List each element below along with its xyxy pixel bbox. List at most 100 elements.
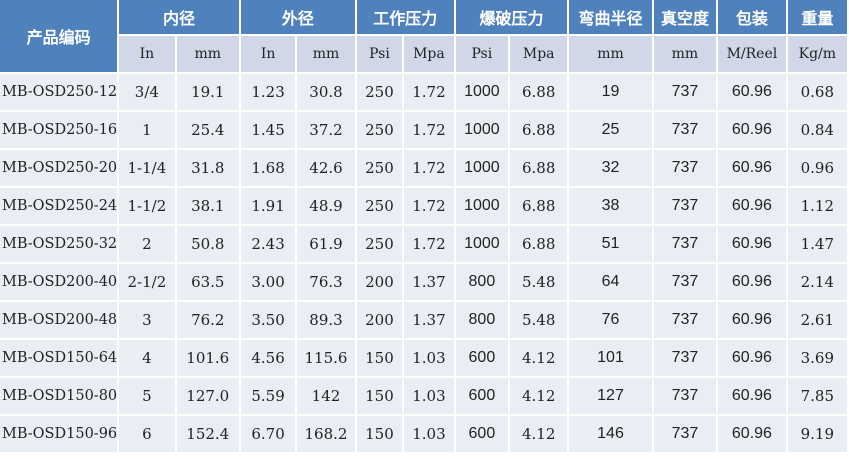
- unit-header: M/Reel: [718, 36, 786, 72]
- table-row: MB-OSD200-48 3 76.2 3.50 89.3 200 1.37 800 5.48 7…: [0, 302, 847, 338]
- product-code-cell: MB-OSD200-40: [0, 264, 118, 300]
- table-cell: 168.2: [297, 416, 355, 452]
- table-cell: 6.88: [510, 150, 568, 186]
- table-row: MB-OSD150-64 4 101.6 4.56 115.6 150 1.03 600 4.1…: [0, 340, 847, 376]
- table-cell: 600: [455, 416, 509, 452]
- table-cell: 4.56: [240, 340, 296, 376]
- table-row: MB-OSD150-80 5 127.0 5.59 142 150 1.03 600 4.12 1…: [0, 378, 847, 414]
- table-cell: 3.69: [787, 340, 847, 376]
- table-cell: 61.9: [297, 226, 355, 262]
- table-cell: 152.4: [176, 416, 239, 452]
- table-cell: 127: [569, 378, 652, 414]
- table-cell: 737: [653, 188, 717, 224]
- table-cell: 1000: [455, 150, 509, 186]
- table-cell: 60.96: [718, 188, 786, 224]
- table-cell: 250: [356, 226, 403, 262]
- table-cell: 1.37: [404, 302, 454, 338]
- table-cell: 142: [297, 378, 355, 414]
- table-cell: 6.88: [510, 226, 568, 262]
- table-cell: 1.23: [240, 74, 296, 110]
- unit-header: Mpa: [510, 36, 568, 72]
- table-cell: 1.47: [787, 226, 847, 262]
- table-cell: 1000: [455, 226, 509, 262]
- header-vacuum: 真空度: [653, 0, 717, 34]
- table-cell: 115.6: [297, 340, 355, 376]
- unit-header: In: [240, 36, 296, 72]
- table-cell: 1000: [455, 74, 509, 110]
- table-cell: 1.12: [787, 188, 847, 224]
- table-cell: 60.96: [718, 302, 786, 338]
- table-cell: 60.96: [718, 226, 786, 262]
- table-cell: 1-1/2: [119, 188, 175, 224]
- table-cell: 32: [569, 150, 652, 186]
- table-cell: 25.4: [176, 112, 239, 148]
- table-cell: 60.96: [718, 264, 786, 300]
- table-cell: 4: [119, 340, 175, 376]
- product-code-cell: MB-OSD250-32: [0, 226, 118, 262]
- table-cell: 600: [455, 378, 509, 414]
- table-cell: 150: [356, 416, 403, 452]
- table-cell: 1.72: [404, 112, 454, 148]
- header-product-code: 产品编码: [0, 0, 118, 72]
- table-cell: 25: [569, 112, 652, 148]
- unit-header: In: [119, 36, 175, 72]
- table-cell: 3.00: [240, 264, 296, 300]
- table-cell: 60.96: [718, 74, 786, 110]
- header-working-pressure: 工作压力: [356, 0, 454, 34]
- table-cell: 737: [653, 112, 717, 148]
- table-cell: 5.48: [510, 302, 568, 338]
- table-cell: 4.12: [510, 340, 568, 376]
- table-cell: 150: [356, 340, 403, 376]
- table-cell: 737: [653, 150, 717, 186]
- product-code-cell: MB-OSD250-20: [0, 150, 118, 186]
- table-cell: 2.61: [787, 302, 847, 338]
- table-cell: 1.03: [404, 340, 454, 376]
- table-cell: 737: [653, 226, 717, 262]
- table-cell: 1.68: [240, 150, 296, 186]
- table-cell: 0.84: [787, 112, 847, 148]
- unit-header: Kg/m: [787, 36, 847, 72]
- table-cell: 5.59: [240, 378, 296, 414]
- table-cell: 1.72: [404, 226, 454, 262]
- table-cell: 30.8: [297, 74, 355, 110]
- product-code-cell: MB-OSD250-12: [0, 74, 118, 110]
- table-cell: 60.96: [718, 340, 786, 376]
- table-cell: 64: [569, 264, 652, 300]
- product-code-cell: MB-OSD150-64: [0, 340, 118, 376]
- table-cell: 0.68: [787, 74, 847, 110]
- table-cell: 1.45: [240, 112, 296, 148]
- product-code-cell: MB-OSD250-16: [0, 112, 118, 148]
- table-cell: 38: [569, 188, 652, 224]
- table-cell: 1: [119, 112, 175, 148]
- table-cell: 89.3: [297, 302, 355, 338]
- product-code-cell: MB-OSD250-24: [0, 188, 118, 224]
- unit-header: Psi: [356, 36, 403, 72]
- product-code-cell: MB-OSD200-48: [0, 302, 118, 338]
- table-cell: 200: [356, 302, 403, 338]
- table-row: MB-OSD200-40 2-1/2 63.5 3.00 76.3 200 1.37 800 5…: [0, 264, 847, 300]
- table-cell: 800: [455, 302, 509, 338]
- header-row: 产品编码 内径 外径 工作压力 爆破压力 弯曲半径 真空度 包装 重量: [0, 0, 847, 72]
- table-cell: 737: [653, 264, 717, 300]
- table-cell: 6.70: [240, 416, 296, 452]
- table-cell: 200: [356, 264, 403, 300]
- table-cell: 250: [356, 150, 403, 186]
- product-code-cell: MB-OSD150-96: [0, 416, 118, 452]
- table-cell: 1000: [455, 112, 509, 148]
- table-cell: 2-1/2: [119, 264, 175, 300]
- table-cell: 1.03: [404, 416, 454, 452]
- unit-header: mm: [297, 36, 355, 72]
- table-cell: 737: [653, 302, 717, 338]
- table-cell: 150: [356, 378, 403, 414]
- header-inner-diameter: 内径: [119, 0, 239, 34]
- header-packing: 包装: [718, 0, 786, 34]
- table-cell: 6.88: [510, 188, 568, 224]
- table-cell: 76.2: [176, 302, 239, 338]
- unit-header: Psi: [455, 36, 509, 72]
- table-cell: 38.1: [176, 188, 239, 224]
- table-cell: 19: [569, 74, 652, 110]
- table-cell: 19.1: [176, 74, 239, 110]
- table-cell: 737: [653, 340, 717, 376]
- table-cell: 1.72: [404, 150, 454, 186]
- table-cell: 737: [653, 416, 717, 452]
